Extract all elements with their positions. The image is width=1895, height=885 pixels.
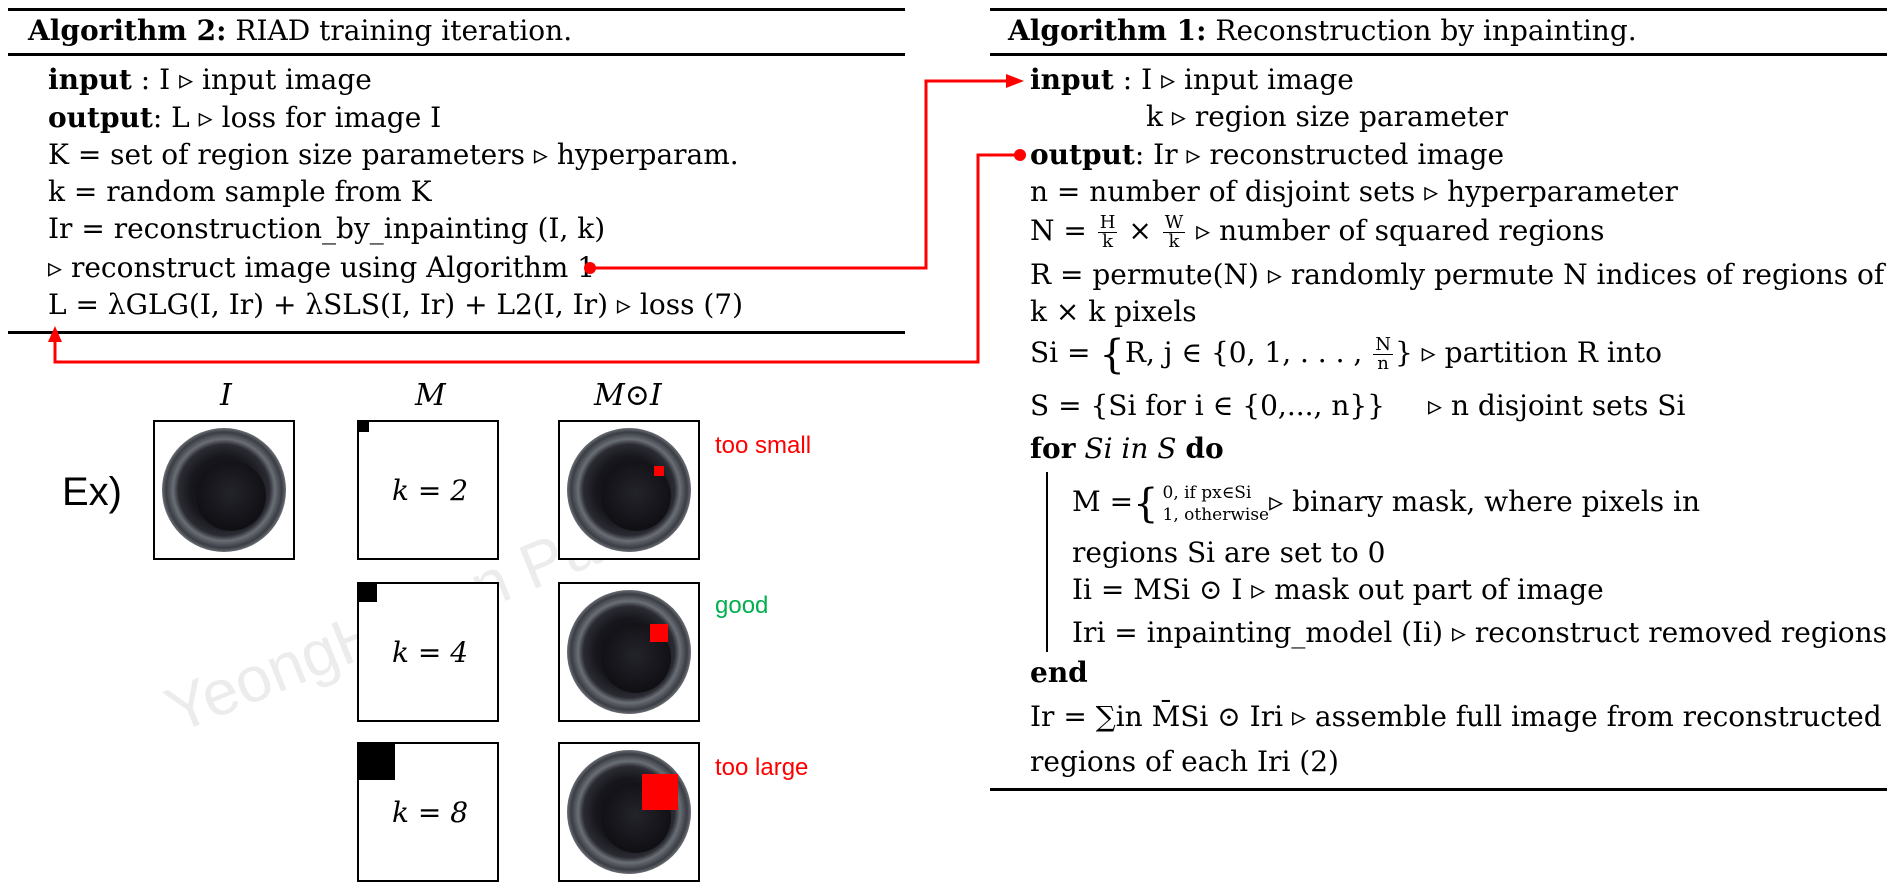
alg1-line-n: n = number of disjoint sets ▹ hyperparam…: [1030, 175, 1678, 208]
mask-block-k2: [359, 422, 369, 432]
alg1-line-Ii: Ii = MSi ⊙ I ▹ mask out part of image: [1072, 573, 1604, 606]
red-region-k2: [654, 466, 664, 476]
alg1-mask-2: regions Si are set to 0: [1072, 536, 1386, 569]
mask-block-k8: [359, 744, 395, 780]
alg1-line-sum2: regions of each Iri (2): [1030, 745, 1339, 778]
masked-image-k8: [558, 742, 700, 882]
col-header-MI: M⊙I: [594, 378, 662, 413]
alg1-line-sum: Ir = ∑in M̄Si ⊙ Iri ▹ assemble full imag…: [1030, 700, 1882, 733]
alg1-input: input : I ▹ input image: [1030, 63, 1354, 96]
alg1-for: for Si in S do: [1030, 432, 1224, 465]
mask-k4: k = 4: [357, 582, 499, 722]
alg1-line-S-comment: ▹ n disjoint sets Si: [1428, 389, 1686, 422]
alg1-line-R: R = permute(N) ▹ randomly permute N indi…: [1030, 258, 1885, 291]
alg2-output: output: L ▹ loss for image I: [48, 101, 442, 134]
k-label: k = 2: [391, 474, 469, 507]
alg2-top-rule: [8, 8, 905, 11]
alg1-output: output: Ir ▹ reconstructed image: [1030, 138, 1505, 171]
input-image: [153, 420, 295, 560]
k-label: k = 4: [391, 636, 469, 669]
alg1-title: Algorithm 1: Reconstruction by inpaintin…: [1008, 14, 1637, 47]
alg1-line-S: S = {Si for i ∈ {0,..., n}}: [1030, 389, 1385, 422]
alg1-line-R2: k × k pixels: [1030, 295, 1197, 328]
alg2-line-Ir: Ir = reconstruction_by_inpainting (I, k): [48, 212, 606, 245]
alg2-line-K: K = set of region size parameters ▹ hype…: [48, 138, 739, 171]
note-too-small: too small: [715, 432, 812, 459]
mask-block-k4: [359, 584, 377, 602]
arrow-return-head: [48, 326, 62, 342]
example-label: Ex): [62, 470, 122, 514]
alg1-input-k: k ▹ region size parameter: [1146, 100, 1509, 133]
alg1-mask: M ={0, if px∈Si 1, otherwise ▹ binary mask…: [1072, 481, 1701, 527]
alg1-bottom-rule: [990, 788, 1887, 791]
note-good: good: [715, 592, 769, 619]
red-region-k4: [650, 624, 668, 642]
alg1-title-rule: [990, 53, 1887, 56]
alg2-line-loss: L = λGLG(I, Ir) + λSLS(I, Ir) + L2(I, Ir…: [48, 288, 743, 321]
alg2-line-k: k = random sample from K: [48, 175, 432, 208]
alg1-end: end: [1030, 656, 1088, 689]
masked-image-k2: [558, 420, 700, 560]
alg2-title-rule: [8, 53, 905, 56]
arrow-dot-alg1: [1014, 149, 1026, 161]
note-too-large: too large: [715, 754, 809, 781]
col-header-I: I: [220, 378, 232, 413]
alg2-line-recon: ▹ reconstruct image using Algorithm 1: [48, 251, 596, 284]
red-region-k8: [642, 774, 678, 810]
arrow-call-head: [1006, 74, 1024, 88]
k-label: k = 8: [391, 796, 469, 829]
col-header-M: M: [415, 378, 446, 413]
alg1-for-bar: [1046, 472, 1048, 652]
mask-k8: k = 8: [357, 742, 499, 882]
mask-k2: k = 2: [357, 420, 499, 560]
alg2-bottom-rule: [8, 331, 905, 334]
alg2-title: Algorithm 2: RIAD training iteration.: [28, 14, 573, 47]
alg1-line-Iri: Iri = inpainting_model (Ii) ▹ reconstruc…: [1072, 616, 1887, 649]
alg2-input: input : I ▹ input image: [48, 63, 372, 96]
masked-image-k4: [558, 582, 700, 722]
alg1-top-rule: [990, 8, 1887, 11]
arrow-call: [590, 79, 1010, 270]
